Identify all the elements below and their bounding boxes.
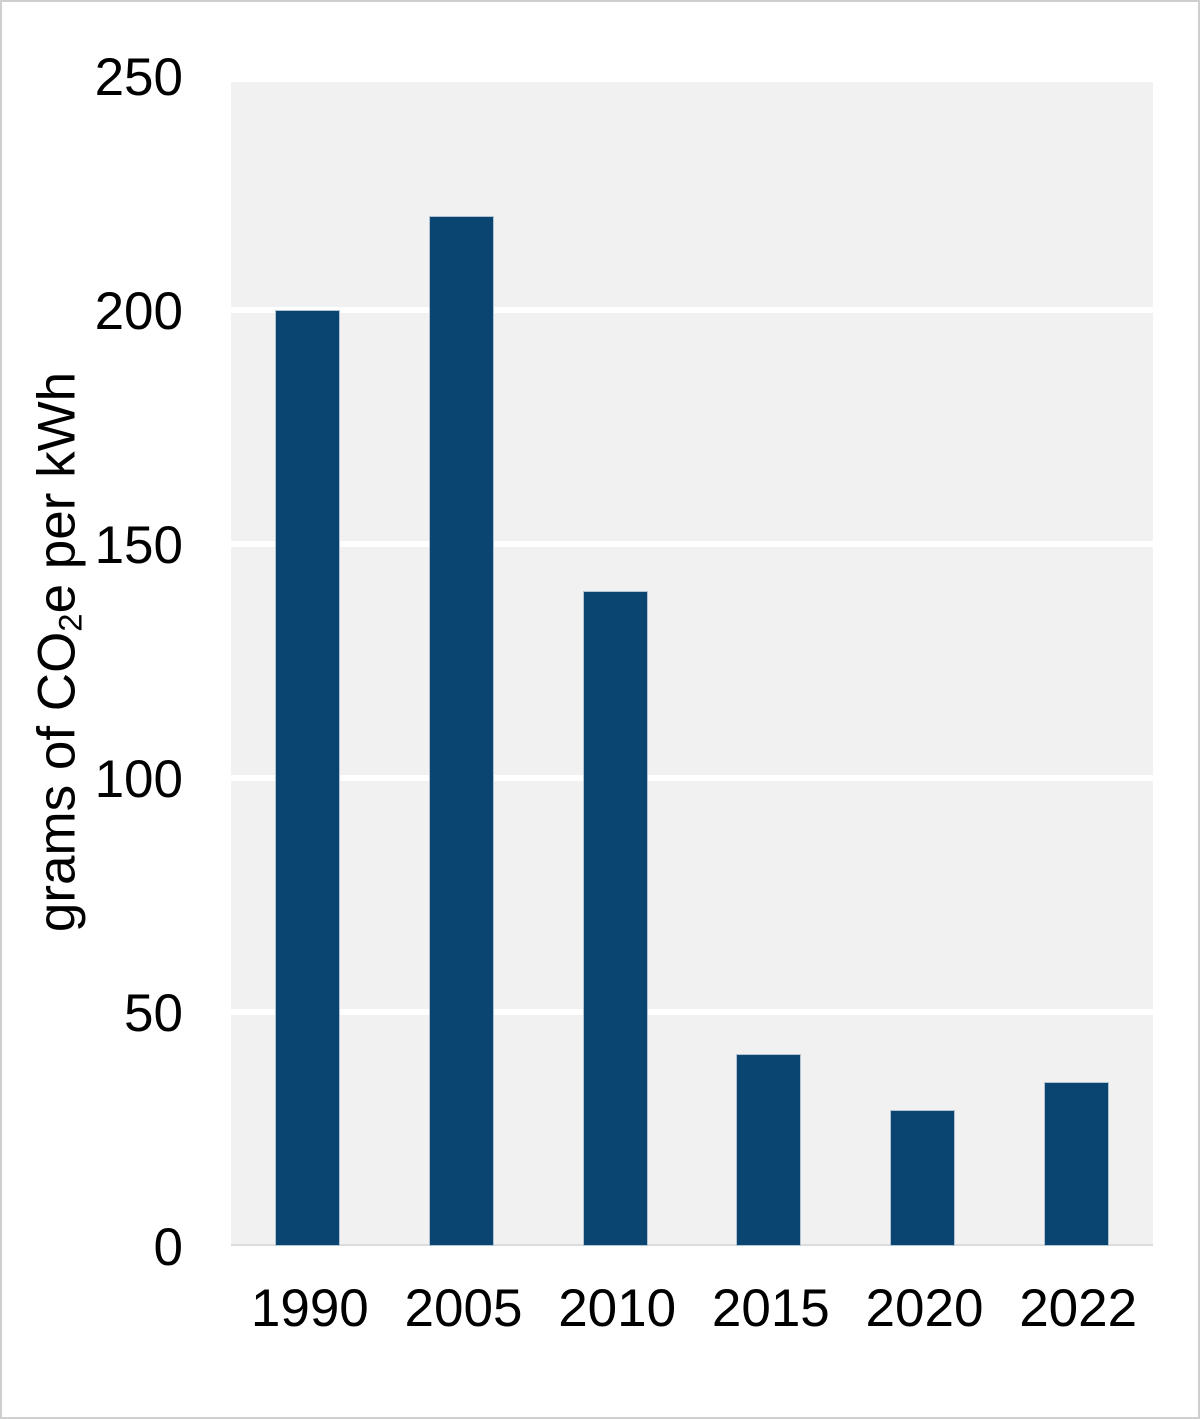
y-tick-label-0: 0 — [153, 1218, 183, 1277]
plot-area — [231, 82, 1153, 1246]
bar-2020 — [890, 1110, 955, 1246]
x-label-2005: 2005 — [404, 1279, 523, 1338]
y-tick-label-100: 100 — [94, 750, 183, 809]
x-label-2020: 2020 — [865, 1279, 984, 1338]
x-axis-line — [231, 1244, 1153, 1246]
x-label-2022: 2022 — [1019, 1279, 1138, 1338]
gridline-y-200 — [231, 307, 1153, 313]
bar-2015 — [736, 1054, 802, 1246]
bar-2022 — [1043, 1082, 1109, 1246]
y-tick-label-150: 150 — [94, 516, 183, 575]
y-axis-title-text-end: e per kWh — [27, 371, 87, 614]
x-label-1990: 1990 — [250, 1279, 369, 1338]
gridline-y-150 — [231, 541, 1153, 547]
gridline-y-50 — [231, 1009, 1153, 1015]
y-tick-label-200: 200 — [94, 282, 183, 341]
bar-1990 — [275, 310, 341, 1246]
x-label-2015: 2015 — [711, 1279, 830, 1338]
y-axis-title-subscript: 2 — [51, 613, 89, 632]
x-label-2010: 2010 — [558, 1279, 677, 1338]
y-tick-label-250: 250 — [94, 48, 183, 107]
gridline-y-100 — [231, 775, 1153, 781]
y-tick-label-50: 50 — [124, 984, 183, 1043]
bar-2010 — [582, 590, 648, 1246]
bar-2005 — [429, 216, 494, 1246]
y-axis-title: grams of CO2e per kWh — [27, 371, 99, 932]
